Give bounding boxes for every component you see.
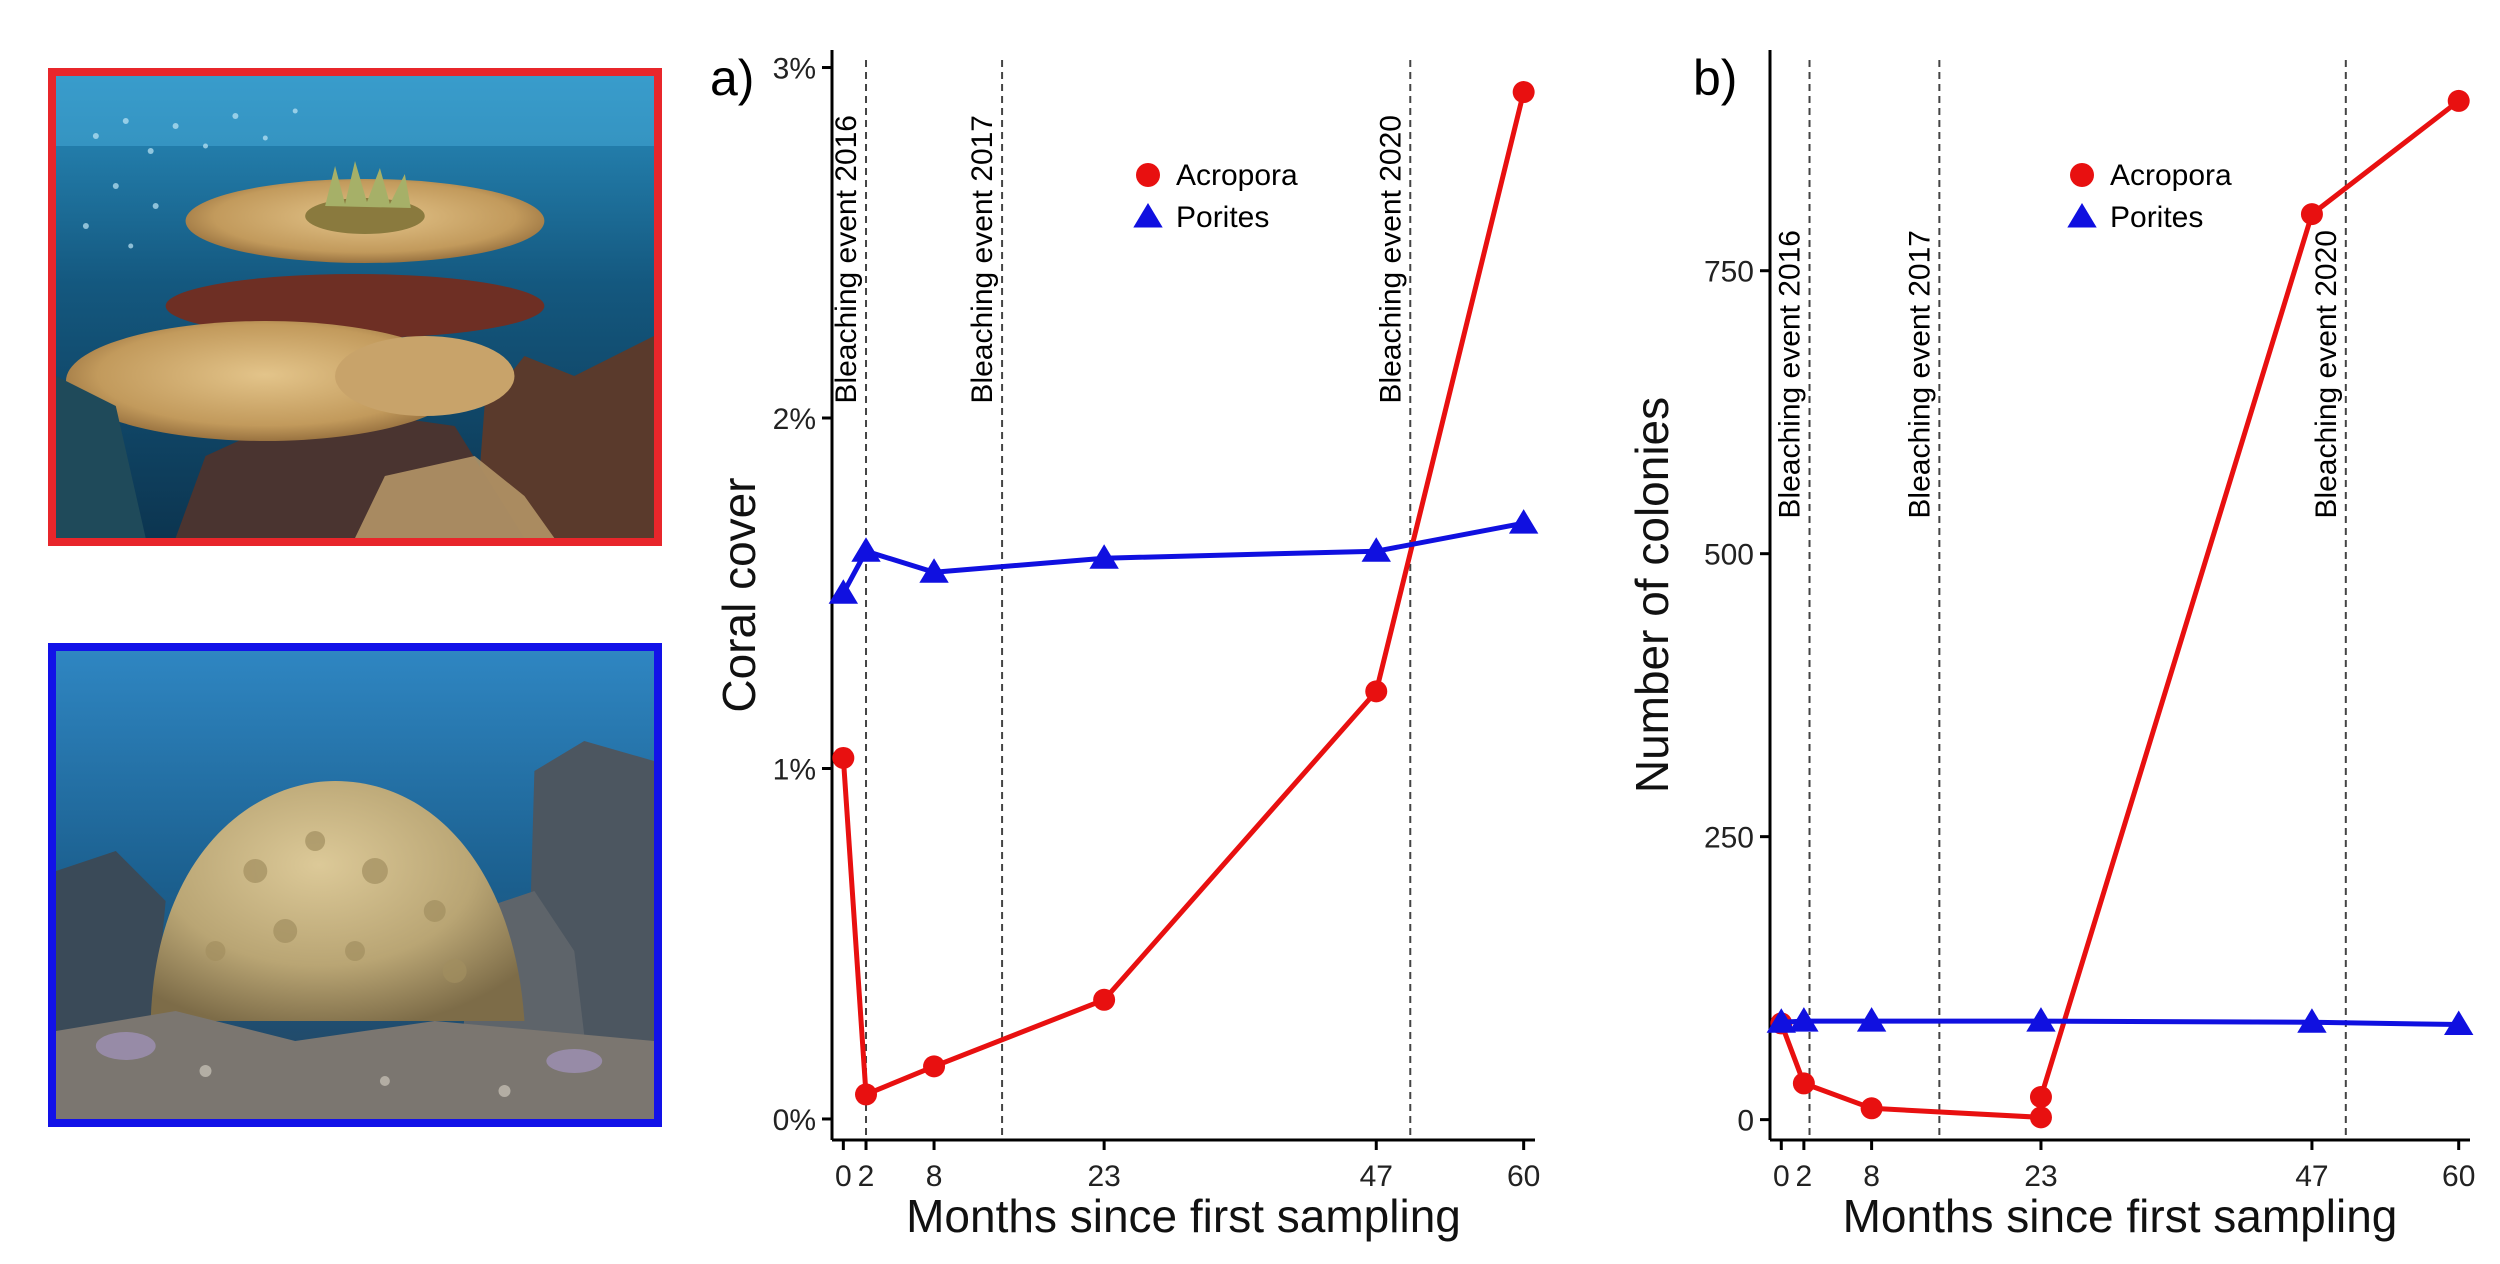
data-point-acropora <box>855 1083 878 1106</box>
bleaching-event-label: Bleaching event 2020 <box>1374 115 1407 404</box>
bleaching-event-label: Bleaching event 2017 <box>966 115 999 404</box>
data-point-acropora <box>832 746 855 769</box>
x-tick-label: 60 <box>1507 1160 1540 1193</box>
acropora-photo <box>48 68 662 546</box>
legend-label-acropora: Acropora <box>2110 159 2232 192</box>
x-tick-label: 2 <box>858 1160 875 1193</box>
x-tick-label: 0 <box>835 1160 852 1193</box>
data-point-porites <box>1789 1007 1819 1032</box>
x-axis-title: Months since first sampling <box>1843 1190 2398 1242</box>
data-point-acropora <box>1860 1097 1883 1120</box>
x-tick-label: 47 <box>2295 1160 2328 1193</box>
data-point-porites <box>2026 1007 2056 1032</box>
y-tick-label: 0 <box>1737 1105 1754 1138</box>
legend-marker-porites <box>1133 203 1163 228</box>
x-axis-title: Months since first sampling <box>906 1190 1461 1242</box>
legend-label-acropora: Acropora <box>1176 159 1298 192</box>
data-point-acropora <box>1093 988 1116 1011</box>
y-tick-label: 0% <box>773 1104 816 1137</box>
data-point-porites <box>1766 1008 1796 1033</box>
panel-label: a) <box>710 50 754 106</box>
y-tick-label: 2% <box>773 403 816 436</box>
y-tick-label: 750 <box>1704 256 1754 289</box>
legend-marker-acropora <box>2070 163 2094 187</box>
bleaching-event-label: Bleaching event 2016 <box>1774 230 1807 519</box>
data-point-acropora <box>2447 89 2470 112</box>
bleaching-event-label: Bleaching event 2020 <box>2310 230 2343 519</box>
data-point-porites <box>2444 1010 2474 1036</box>
data-point-acropora <box>1365 680 1388 703</box>
panel-a-chart: a) 0% 1% 2% 3% 0 2 8 23 47 60 Months since first sa… <box>710 50 1540 1242</box>
legend-label-porites: Porites <box>1176 201 1269 234</box>
series-line-porites <box>841 520 1525 595</box>
x-tick-label: 2 <box>1796 1160 1813 1193</box>
acropora-reef-image <box>56 76 654 538</box>
series-line-acropora <box>1778 98 2461 1120</box>
data-point-porites <box>919 558 949 583</box>
data-point-porites <box>1089 544 1119 569</box>
y-tick-label: 500 <box>1704 539 1754 572</box>
porites-photo <box>48 643 662 1127</box>
x-tick-label: 23 <box>1087 1160 1120 1193</box>
series-line-acropora <box>840 91 1527 1097</box>
data-point-acropora <box>2029 1085 2052 1108</box>
panel-label: b) <box>1693 50 1737 106</box>
porites-reef-image <box>56 651 654 1119</box>
data-point-acropora <box>2300 203 2323 226</box>
y-tick-label: 250 <box>1704 822 1754 855</box>
x-tick-label: 60 <box>2442 1160 2475 1193</box>
x-tick-label: 8 <box>926 1160 943 1193</box>
data-point-acropora <box>1792 1072 1815 1095</box>
y-axis-title: Number of colonies <box>1626 397 1678 793</box>
data-point-acropora <box>2029 1106 2052 1129</box>
data-point-porites <box>1856 1007 1887 1032</box>
data-point-acropora <box>923 1055 946 1078</box>
data-point-acropora <box>1512 81 1535 104</box>
series-line-porites <box>1781 1018 2459 1028</box>
y-tick-label: 1% <box>773 753 816 786</box>
x-tick-label: 8 <box>1863 1160 1880 1193</box>
bleaching-event-label: Bleaching event 2016 <box>830 115 863 404</box>
legend-marker-acropora <box>1136 163 1160 187</box>
data-point-porites <box>2297 1008 2327 1033</box>
x-tick-label: 47 <box>1360 1160 1393 1193</box>
y-tick-label: 3% <box>773 53 816 86</box>
legend-marker-porites <box>2067 203 2097 228</box>
x-tick-label: 23 <box>2024 1160 2057 1193</box>
data-point-porites <box>851 537 881 562</box>
data-point-porites <box>828 579 859 604</box>
y-axis-title: Coral cover <box>713 477 765 712</box>
bleaching-event-label: Bleaching event 2017 <box>1903 230 1936 519</box>
data-point-porites <box>1361 537 1391 562</box>
legend-label-porites: Porites <box>2110 201 2203 234</box>
data-point-porites <box>1508 509 1539 534</box>
x-tick-label: 0 <box>1773 1160 1790 1193</box>
